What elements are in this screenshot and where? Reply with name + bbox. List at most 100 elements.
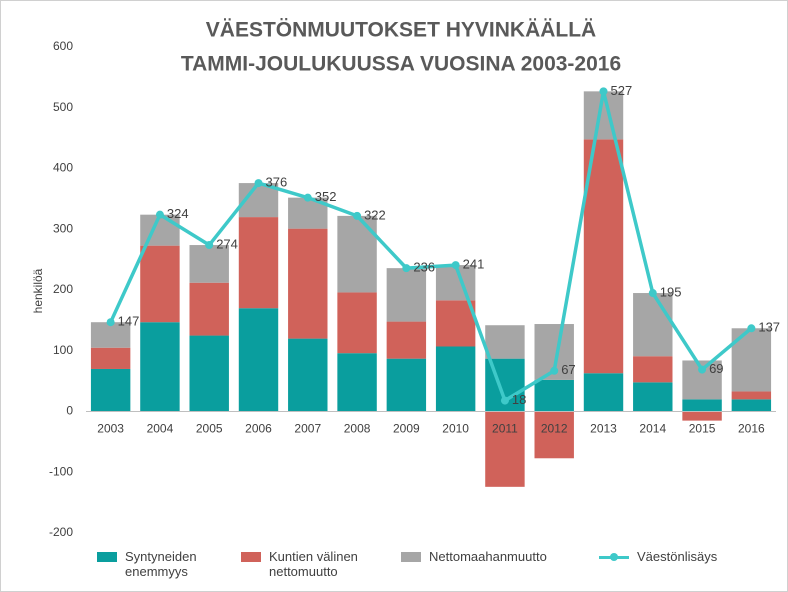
- data-label: 195: [660, 284, 682, 299]
- y-tick-label: 100: [53, 343, 73, 357]
- bar: [682, 399, 722, 412]
- line-marker: [205, 241, 214, 250]
- bar: [485, 325, 525, 359]
- data-label: 322: [364, 207, 386, 222]
- y-tick-label: 600: [53, 39, 73, 53]
- chart-title: TAMMI-JOULUKUUSSA VUOSINA 2003-2016: [181, 53, 621, 76]
- legend-item: Nettomaahanmuutto: [401, 549, 581, 564]
- y-tick-label: 500: [53, 100, 73, 114]
- line-marker: [106, 318, 115, 327]
- legend-item: Syntyneiden enemmyys: [97, 549, 207, 579]
- x-tick-label: 2011: [492, 422, 518, 436]
- chart-title: VÄESTÖNMUUTOKSET HYVINKÄÄLLÄ: [206, 19, 596, 42]
- legend-label: Kuntien välinen nettomuutto: [269, 549, 358, 579]
- bar: [140, 245, 180, 323]
- bar: [633, 356, 673, 383]
- chart: VÄESTÖNMUUTOKSET HYVINKÄÄLLÄ TAMMI-JOULU…: [31, 19, 780, 540]
- legend-swatch: [599, 553, 629, 561]
- line-marker: [599, 87, 608, 96]
- y-tick-label: 300: [53, 221, 73, 235]
- bar: [435, 265, 476, 301]
- bar: [337, 215, 377, 293]
- bar: [337, 353, 377, 412]
- line-marker: [648, 289, 657, 298]
- legend-swatch: [241, 552, 261, 562]
- x-tick-label: 2013: [590, 422, 617, 436]
- data-label: 67: [561, 362, 575, 377]
- line-marker: [402, 264, 411, 273]
- data-label: 137: [758, 320, 780, 335]
- y-tick-label: -200: [49, 525, 73, 539]
- bar: [288, 338, 328, 412]
- legend-label: Syntyneiden enemmyys: [125, 549, 197, 579]
- bar: [583, 373, 624, 412]
- data-label: 376: [266, 175, 288, 190]
- line-marker: [500, 396, 509, 405]
- bar: [633, 382, 673, 412]
- bar: [583, 139, 624, 374]
- bar: [633, 293, 673, 357]
- data-label: 324: [167, 206, 189, 221]
- x-tick-label: 2008: [344, 422, 371, 436]
- x-tick-label: 2007: [294, 422, 321, 436]
- line-marker: [353, 211, 362, 220]
- y-tick-label: -100: [49, 464, 73, 478]
- y-axis-label: henkilöä: [31, 268, 45, 313]
- data-label: 274: [216, 236, 238, 251]
- data-label: 527: [611, 83, 633, 98]
- line-marker: [451, 261, 460, 270]
- legend-item: Kuntien välinen nettomuutto: [241, 549, 371, 579]
- data-label: 18: [512, 392, 526, 407]
- bar: [189, 335, 229, 412]
- line-marker: [550, 366, 559, 375]
- bar: [386, 358, 427, 412]
- line-marker: [303, 193, 312, 202]
- line-marker: [254, 179, 263, 188]
- bar: [435, 346, 476, 412]
- bar: [90, 368, 131, 412]
- legend-item: Väestönlisäys: [599, 549, 759, 564]
- data-label: 236: [413, 260, 435, 275]
- x-tick-label: 2014: [639, 422, 666, 436]
- x-tick-label: 2015: [689, 422, 716, 436]
- bar: [386, 321, 427, 359]
- bar: [682, 411, 722, 421]
- legend-swatch: [401, 552, 421, 562]
- bar: [534, 411, 574, 459]
- bar: [238, 308, 279, 412]
- x-tick-label: 2006: [245, 422, 272, 436]
- bar: [337, 292, 377, 354]
- bar: [485, 411, 525, 487]
- x-tick-label: 2004: [147, 422, 174, 436]
- bar: [140, 322, 180, 412]
- data-label: 352: [315, 189, 337, 204]
- legend-swatch: [97, 552, 117, 562]
- data-label: 69: [709, 361, 723, 376]
- line: [109, 89, 753, 403]
- y-tick-label: 0: [66, 404, 73, 418]
- data-label: 241: [463, 257, 485, 272]
- x-tick-label: 2012: [541, 422, 568, 436]
- bar: [90, 322, 131, 348]
- y-tick-label: 400: [53, 161, 73, 175]
- bar: [90, 347, 131, 369]
- legend-label: Väestönlisäys: [637, 549, 718, 564]
- bar: [731, 399, 772, 412]
- x-tick-label: 2005: [196, 422, 223, 436]
- bar: [189, 245, 229, 283]
- x-tick-label: 2009: [393, 422, 420, 436]
- line-marker: [747, 324, 756, 333]
- bar: [288, 228, 328, 339]
- bar: [386, 268, 427, 322]
- y-tick-label: 200: [53, 282, 73, 296]
- legend-label: Nettomaahanmuutto: [429, 549, 547, 564]
- x-tick-label: 2003: [97, 422, 124, 436]
- x-tick-label: 2016: [738, 422, 765, 436]
- line-marker: [698, 365, 707, 374]
- bar: [189, 282, 229, 336]
- line-marker: [155, 210, 164, 219]
- bar: [534, 379, 574, 412]
- x-tick-label: 2010: [442, 422, 469, 436]
- bar: [238, 217, 279, 309]
